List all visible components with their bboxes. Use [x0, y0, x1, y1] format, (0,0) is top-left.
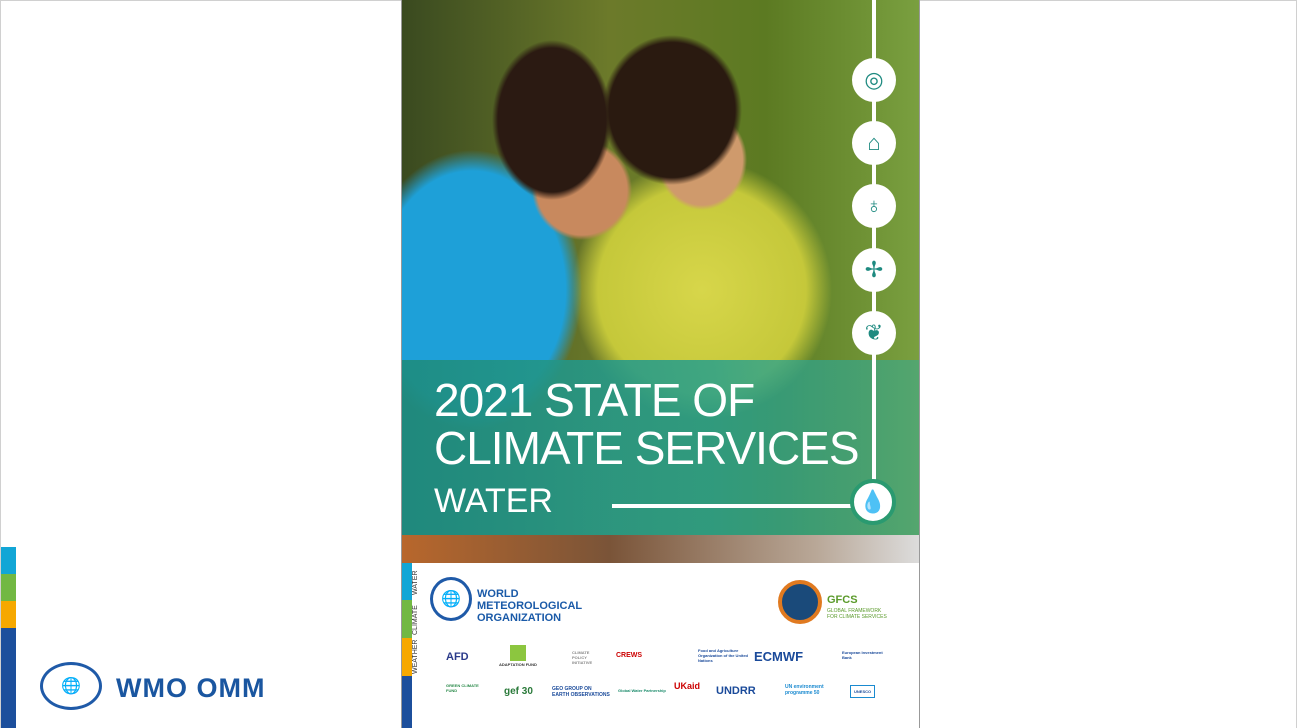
report-cover[interactable]: ◎ ⌂ ♁ ✢ ❦ 2021 STATE OF CLIMATE SERVICES…: [401, 0, 920, 728]
flood-house-icon: ⌂: [852, 121, 896, 165]
photo-splash: [402, 535, 919, 563]
partner-logo: Global Water Partnership: [618, 688, 666, 693]
water-drop-icon: 💧: [850, 479, 896, 525]
side-label-weather: WEATHER: [412, 639, 419, 675]
strip-climate: [1, 574, 16, 601]
side-bar-climate: [402, 600, 412, 638]
side-bar-water: [402, 563, 412, 600]
cover-title: 2021 STATE OF CLIMATE SERVICES: [434, 374, 860, 474]
plant-icon: ❦: [852, 311, 896, 355]
wmo-name-2: METEOROLOGICAL: [477, 600, 583, 612]
brand-text: WMO OMM: [116, 673, 266, 703]
partner-logo: GEO GROUP ON EARTH OBSERVATIONS: [552, 686, 610, 698]
partner-logo: UNDRR: [716, 685, 756, 697]
wmo-cover-emblem-icon: 🌐: [430, 577, 472, 621]
timeline-line: [872, 0, 876, 480]
partner-logo: CREWS: [616, 652, 643, 659]
strip-water: [1, 547, 16, 574]
partner-logo: European Investment Bank: [842, 650, 883, 660]
gfcs-tagline: GLOBAL FRAMEWORK FOR CLIMATE SERVICES: [827, 608, 887, 620]
partner-logo: UNESCO: [850, 685, 876, 698]
partner-logo: ECMWF: [754, 649, 804, 664]
sdg-wheel-icon: ◎: [852, 58, 896, 102]
partner-logo: Food and Agriculture Organization of the…: [698, 648, 748, 663]
wmo-name-3: ORGANIZATION: [477, 612, 562, 624]
partner-logo: gef 30: [504, 686, 533, 697]
partner-logo: GREEN CLIMATE FUND: [446, 683, 479, 693]
title-line-2: CLIMATE SERVICES: [434, 422, 860, 474]
wind-turbine-icon: ✢: [852, 248, 896, 292]
side-label-climate: CLIMATE: [412, 605, 419, 635]
wmo-name-1: WORLD: [477, 588, 519, 600]
partner-logo: UKaid: [674, 681, 701, 691]
cover-subtitle: WATER: [434, 482, 553, 520]
stethoscope-icon: ♁: [852, 184, 896, 228]
side-bar-blue: [402, 676, 412, 728]
side-label-water: WATER: [412, 570, 419, 596]
partner-logo: ADAPTATION FUND: [499, 662, 537, 667]
adaptation-fund-icon: [510, 645, 526, 661]
gfcs-logo-icon: [778, 580, 822, 624]
partner-logo: UN environment programme 50: [785, 684, 824, 696]
gfcs-name: GFCS: [827, 594, 858, 606]
strip-weather: [1, 601, 16, 628]
wmo-emblem-icon: 🌐: [40, 662, 102, 710]
side-bar-weather: [402, 638, 412, 676]
title-line-1: 2021 STATE OF: [434, 374, 755, 426]
subtitle-line: [612, 504, 852, 508]
wmo-name: WORLD METEOROLOGICAL ORGANIZATION: [477, 588, 582, 624]
partner-logo: AFD: [446, 651, 469, 663]
strip-blue: [1, 628, 16, 728]
partner-logo: CLIMATE POLICY INITIATIVE: [572, 650, 593, 665]
